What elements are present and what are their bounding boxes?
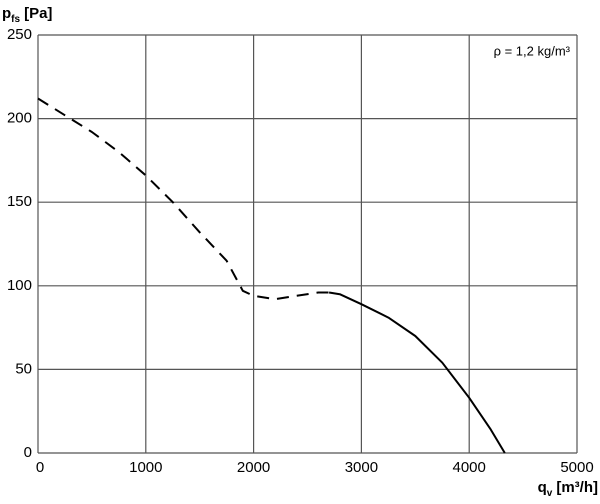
- curve: [37, 97, 330, 301]
- y-tick-label: 150: [7, 193, 32, 210]
- y-label: pfs [Pa]: [2, 5, 52, 25]
- curve: [328, 291, 506, 454]
- y-tick-label: 100: [7, 277, 32, 294]
- x-label: qv [m³/h]: [538, 479, 598, 499]
- x-tick-label: 2000: [237, 459, 270, 476]
- x-tick-label: 4000: [453, 459, 486, 476]
- y-tick-label: 0: [24, 444, 32, 461]
- y-tick-label: 50: [15, 360, 32, 377]
- x-tick-label: 1000: [129, 459, 162, 476]
- y-tick-label: 200: [7, 110, 32, 127]
- x-tick-label: 5000: [560, 459, 593, 476]
- y-tick-label: 250: [7, 26, 32, 43]
- annotation: ρ = 1,2 kg/m³: [494, 43, 571, 58]
- x-tick-label: 0: [36, 459, 44, 476]
- x-tick-label: 3000: [345, 459, 378, 476]
